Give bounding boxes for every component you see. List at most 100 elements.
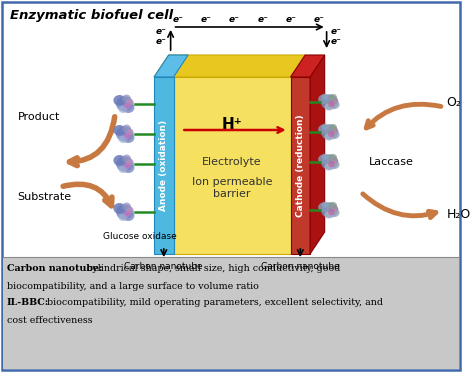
Circle shape <box>124 211 131 217</box>
Text: H₂O: H₂O <box>447 208 471 221</box>
Text: Carbon nanotube: Carbon nanotube <box>125 262 203 271</box>
Ellipse shape <box>322 124 328 130</box>
Ellipse shape <box>122 202 131 211</box>
Bar <box>291 77 310 254</box>
Text: e⁻: e⁻ <box>285 15 296 24</box>
Text: e⁻: e⁻ <box>330 36 341 45</box>
Ellipse shape <box>322 93 328 100</box>
Text: Cathode (reduction): Cathode (reduction) <box>296 114 305 217</box>
Ellipse shape <box>321 202 338 218</box>
Text: Carbon nanotube:: Carbon nanotube: <box>7 264 102 273</box>
Ellipse shape <box>321 154 338 170</box>
Ellipse shape <box>324 211 333 219</box>
Ellipse shape <box>322 202 328 208</box>
Ellipse shape <box>318 154 330 164</box>
Circle shape <box>328 131 335 137</box>
Text: Product: Product <box>18 112 60 122</box>
Ellipse shape <box>113 125 126 136</box>
Ellipse shape <box>321 124 338 140</box>
Ellipse shape <box>122 162 135 173</box>
Text: Laccase: Laccase <box>369 157 413 167</box>
Circle shape <box>328 209 335 215</box>
Ellipse shape <box>324 163 333 171</box>
Circle shape <box>124 132 131 139</box>
FancyArrowPatch shape <box>69 117 115 166</box>
Ellipse shape <box>122 94 131 103</box>
Text: cylindrical shape, small size, high conductivity, good: cylindrical shape, small size, high cond… <box>84 264 340 273</box>
Ellipse shape <box>118 166 128 173</box>
Ellipse shape <box>324 103 333 110</box>
Ellipse shape <box>329 124 337 131</box>
Ellipse shape <box>116 156 134 171</box>
Ellipse shape <box>329 94 337 101</box>
Ellipse shape <box>113 155 126 166</box>
Text: e⁻: e⁻ <box>229 15 240 24</box>
Text: Anode (oxidation): Anode (oxidation) <box>159 120 168 211</box>
FancyArrowPatch shape <box>363 194 436 218</box>
Ellipse shape <box>318 94 330 104</box>
Ellipse shape <box>318 202 330 212</box>
Polygon shape <box>291 55 325 77</box>
FancyArrowPatch shape <box>63 184 112 206</box>
Bar <box>173 77 291 254</box>
Circle shape <box>124 103 131 109</box>
Ellipse shape <box>322 153 328 160</box>
Text: barrier: barrier <box>213 189 251 199</box>
Text: Glucose oxidase: Glucose oxidase <box>102 232 176 241</box>
Ellipse shape <box>329 154 337 161</box>
Text: Enzymatic biofuel cell: Enzymatic biofuel cell <box>10 9 173 22</box>
Bar <box>154 77 173 254</box>
Ellipse shape <box>127 129 134 135</box>
Ellipse shape <box>122 132 135 143</box>
Ellipse shape <box>324 134 333 141</box>
Ellipse shape <box>116 204 134 219</box>
Ellipse shape <box>332 158 338 164</box>
Ellipse shape <box>113 95 126 106</box>
Ellipse shape <box>328 130 340 139</box>
Ellipse shape <box>127 207 134 214</box>
Text: e⁻: e⁻ <box>330 26 341 35</box>
Text: e⁻: e⁻ <box>156 26 167 35</box>
Ellipse shape <box>127 99 134 105</box>
Bar <box>3 257 459 369</box>
Ellipse shape <box>122 154 131 163</box>
FancyBboxPatch shape <box>2 2 460 370</box>
Ellipse shape <box>332 99 338 104</box>
FancyArrowPatch shape <box>366 104 441 128</box>
Ellipse shape <box>122 125 131 133</box>
Polygon shape <box>310 55 325 254</box>
Text: e⁻: e⁻ <box>313 15 324 24</box>
Text: Carbon nanotube: Carbon nanotube <box>261 262 339 271</box>
Ellipse shape <box>328 160 340 169</box>
Ellipse shape <box>328 100 340 109</box>
Ellipse shape <box>328 208 340 217</box>
Text: biocompatibility, mild operating parameters, excellent selectivity, and: biocompatibility, mild operating paramet… <box>44 298 383 307</box>
Ellipse shape <box>329 202 337 209</box>
Ellipse shape <box>118 214 128 221</box>
Circle shape <box>328 101 335 108</box>
Ellipse shape <box>332 206 338 212</box>
Ellipse shape <box>122 210 135 221</box>
Text: Electrolyte: Electrolyte <box>202 157 262 167</box>
Ellipse shape <box>116 126 134 142</box>
Text: biocompatibility, and a large surface to volume ratio: biocompatibility, and a large surface to… <box>7 282 259 291</box>
Text: O₂: O₂ <box>447 96 461 109</box>
Text: H⁺: H⁺ <box>222 116 242 131</box>
Text: Substrate: Substrate <box>18 192 72 202</box>
Ellipse shape <box>113 203 126 214</box>
Ellipse shape <box>118 136 128 143</box>
Circle shape <box>328 161 335 167</box>
Text: e⁻: e⁻ <box>156 36 167 45</box>
Polygon shape <box>154 55 188 77</box>
Ellipse shape <box>122 102 135 113</box>
Ellipse shape <box>116 96 134 112</box>
Text: IL-BBC:: IL-BBC: <box>7 298 49 307</box>
Ellipse shape <box>118 106 128 113</box>
Circle shape <box>124 163 131 169</box>
Ellipse shape <box>321 94 338 110</box>
Text: cost effectiveness: cost effectiveness <box>7 316 92 325</box>
Text: Ion permeable: Ion permeable <box>192 177 272 187</box>
Text: e⁻: e⁻ <box>201 15 212 24</box>
Ellipse shape <box>127 159 134 165</box>
Text: e⁻: e⁻ <box>257 15 268 24</box>
